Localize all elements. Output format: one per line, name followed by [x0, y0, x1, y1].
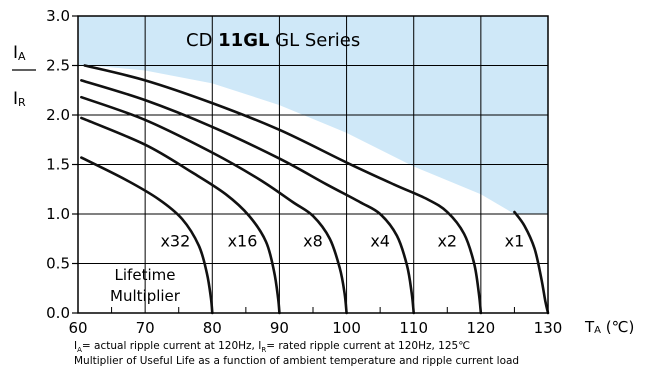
curve-labels: x1 x2 x4 x8 x16 x32 — [160, 232, 524, 251]
chart-title: CD 11GL GL Series — [186, 30, 360, 51]
y-tick-label: 1.5 — [46, 156, 70, 174]
series-label-x4: x4 — [370, 232, 390, 251]
series-label-x1: x1 — [505, 232, 525, 251]
series-line-x4 — [80, 79, 416, 315]
y-tick-label: 0.0 — [46, 304, 70, 322]
y-tick-label: 1.0 — [46, 205, 70, 223]
series-line-x8 — [80, 95, 348, 315]
tick-labels: 60 70 80 90 100 110 120 130 0.0 0.5 1.0 1.5 2.0 2.5 3.… — [46, 7, 562, 337]
x-tick-label: 90 — [270, 319, 289, 337]
annotation-lifetime-multiplier: Lifetime Multiplier — [110, 266, 181, 305]
x-tick-label: 130 — [534, 319, 563, 337]
y-tick-label: 2.5 — [46, 57, 70, 75]
plot-frame — [77, 15, 549, 314]
series-label-x16: x16 — [228, 232, 258, 251]
series-label-x32: x32 — [160, 232, 190, 251]
x-tick-label: 70 — [136, 319, 155, 337]
x-tick-label: 100 — [332, 319, 361, 337]
series-line-x2 — [83, 64, 483, 315]
y-label-top: IA — [13, 43, 26, 63]
series-label-x2: x2 — [437, 232, 457, 251]
series-line-x16 — [80, 116, 281, 315]
y-label-bottom: IR — [13, 89, 26, 109]
x-tick-label: 60 — [68, 319, 87, 337]
footnote-2: Multiplier of Useful Life as a function … — [74, 355, 520, 367]
series-label-x8: x8 — [303, 232, 323, 251]
grid — [72, 15, 548, 314]
curves — [80, 64, 550, 315]
x-tick-label: 80 — [203, 319, 222, 337]
x-axis-label: TA (℃) — [584, 318, 634, 336]
y-tick-label: 0.5 — [46, 255, 70, 273]
x-tick-label: 120 — [467, 319, 496, 337]
x-tick-label: 110 — [399, 319, 428, 337]
annotation-line-1: Lifetime — [115, 266, 176, 284]
series-line-x32 — [80, 156, 214, 315]
y-axis-label: IA IR — [12, 43, 36, 109]
annotation-line-2: Multiplier — [110, 287, 181, 305]
y-tick-label: 3.0 — [46, 7, 70, 25]
footnote-1: IA= actual ripple current at 120Hz, IR= … — [74, 340, 471, 355]
series-line-x1 — [513, 210, 550, 315]
y-tick-label: 2.0 — [46, 106, 70, 124]
